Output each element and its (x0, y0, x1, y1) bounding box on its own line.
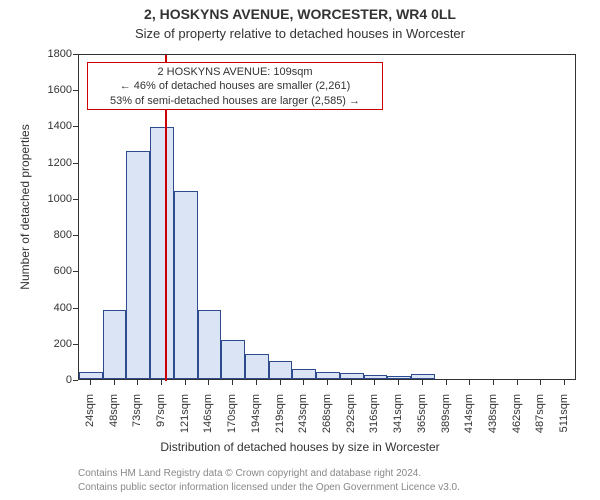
xtick-mark (137, 380, 138, 385)
xtick-label: 121sqm (179, 394, 191, 444)
xtick-label: 414sqm (463, 394, 475, 444)
xtick-mark (422, 380, 423, 385)
xtick-mark (232, 380, 233, 385)
xtick-mark (398, 380, 399, 385)
ytick-label: 1600 (36, 84, 72, 96)
xtick-mark (327, 380, 328, 385)
xtick-label: 438sqm (487, 394, 499, 444)
xtick-mark (540, 380, 541, 385)
ytick-mark (73, 90, 78, 91)
xtick-mark (161, 380, 162, 385)
xtick-label: 170sqm (226, 394, 238, 444)
xtick-label: 24sqm (84, 394, 96, 444)
ytick-label: 200 (36, 338, 72, 350)
xtick-label: 389sqm (440, 394, 452, 444)
histogram-bar (174, 191, 198, 379)
xtick-label: 146sqm (202, 394, 214, 444)
ytick-label: 400 (36, 302, 72, 314)
ytick-mark (73, 271, 78, 272)
histogram-bar (245, 354, 269, 379)
xtick-label: 487sqm (534, 394, 546, 444)
annotation-line-2: ← 46% of detached houses are smaller (2,… (92, 79, 378, 93)
xtick-label: 365sqm (416, 394, 428, 444)
ytick-mark (73, 380, 78, 381)
ytick-mark (73, 163, 78, 164)
xtick-mark (446, 380, 447, 385)
xtick-label: 97sqm (155, 394, 167, 444)
ytick-label: 1800 (36, 48, 72, 60)
xtick-label: 292sqm (345, 394, 357, 444)
xtick-mark (351, 380, 352, 385)
histogram-bar (316, 372, 340, 379)
ytick-label: 1200 (36, 157, 72, 169)
xtick-label: 243sqm (297, 394, 309, 444)
histogram-bar (103, 310, 127, 379)
xtick-mark (185, 380, 186, 385)
annotation-line-1: 2 HOSKYNS AVENUE: 109sqm (92, 65, 378, 79)
histogram-bar (198, 310, 222, 379)
chart-title: 2, HOSKYNS AVENUE, WORCESTER, WR4 0LL (0, 6, 600, 22)
xtick-label: 511sqm (558, 394, 570, 444)
xtick-label: 48sqm (108, 394, 120, 444)
histogram-bar (221, 340, 245, 379)
histogram-bar (79, 372, 103, 379)
xtick-mark (469, 380, 470, 385)
xtick-label: 462sqm (511, 394, 523, 444)
xtick-mark (303, 380, 304, 385)
ytick-mark (73, 308, 78, 309)
ytick-mark (73, 126, 78, 127)
ytick-label: 0 (36, 374, 72, 386)
xtick-mark (564, 380, 565, 385)
histogram-bar (387, 376, 411, 379)
x-axis-label: Distribution of detached houses by size … (0, 440, 600, 454)
ytick-mark (73, 344, 78, 345)
ytick-label: 600 (36, 265, 72, 277)
xtick-label: 73sqm (131, 394, 143, 444)
histogram-bar (411, 374, 435, 379)
copyright-line-1: Contains HM Land Registry data © Crown c… (78, 468, 421, 479)
annotation-box: 2 HOSKYNS AVENUE: 109sqm ← 46% of detach… (87, 62, 383, 110)
xtick-mark (280, 380, 281, 385)
xtick-mark (517, 380, 518, 385)
annotation-line-3: 53% of semi-detached houses are larger (… (92, 94, 378, 108)
xtick-label: 194sqm (250, 394, 262, 444)
xtick-mark (493, 380, 494, 385)
ytick-mark (73, 235, 78, 236)
chart-subtitle: Size of property relative to detached ho… (0, 26, 600, 41)
ytick-mark (73, 54, 78, 55)
histogram-bar (126, 151, 150, 379)
ytick-mark (73, 199, 78, 200)
xtick-label: 316sqm (368, 394, 380, 444)
ytick-label: 1400 (36, 120, 72, 132)
copyright-line-2: Contains public sector information licen… (78, 482, 460, 493)
xtick-mark (208, 380, 209, 385)
ytick-label: 800 (36, 229, 72, 241)
xtick-label: 341sqm (392, 394, 404, 444)
histogram-bar (269, 361, 293, 379)
xtick-label: 268sqm (321, 394, 333, 444)
histogram-bar (292, 369, 316, 379)
histogram-bar (340, 373, 364, 379)
xtick-mark (114, 380, 115, 385)
histogram-bar (150, 127, 174, 379)
xtick-label: 219sqm (274, 394, 286, 444)
histogram-bar (364, 375, 388, 379)
y-axis-label: Number of detached properties (18, 107, 32, 307)
xtick-mark (90, 380, 91, 385)
xtick-mark (374, 380, 375, 385)
ytick-label: 1000 (36, 193, 72, 205)
xtick-mark (256, 380, 257, 385)
